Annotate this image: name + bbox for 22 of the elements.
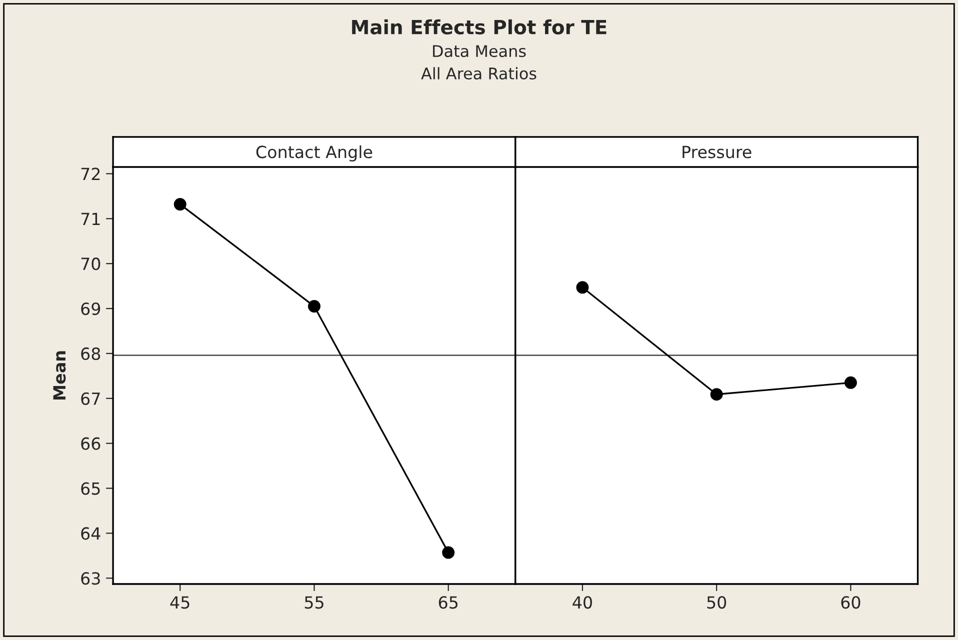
x-axis-title: Pressure [682, 146, 752, 158]
x-tick-label: 40 [572, 596, 592, 609]
x-axis-title: Contact Angle [256, 145, 372, 162]
y-tick-label: 65 [81, 482, 100, 495]
y-tick-label: 64 [81, 527, 100, 540]
text: All Area Ratios [421, 67, 536, 80]
x-tick-label: 60 [841, 596, 860, 609]
y-tick-label: 63 [81, 572, 100, 585]
chart-subtitle: Data Means [433, 45, 526, 58]
x-tick-label: 50 [707, 596, 726, 609]
y-tick-label: 67 [81, 392, 100, 405]
x-tick-label: 65 [438, 596, 458, 609]
y-tick-label: 69 [81, 302, 100, 316]
chart-title: Main Effects Plot for TE [352, 19, 606, 34]
y-axis-title: Mean [53, 351, 66, 400]
y-tick-label: 66 [81, 437, 100, 450]
y-tick-label: 71 [81, 212, 100, 225]
y-tick-label: 68 [81, 347, 100, 360]
y-tick-label: 70 [81, 258, 100, 270]
x-tick-label: 45 [170, 596, 190, 609]
y-tick-label: 72 [81, 168, 100, 180]
x-tick-label: 55 [304, 596, 324, 609]
